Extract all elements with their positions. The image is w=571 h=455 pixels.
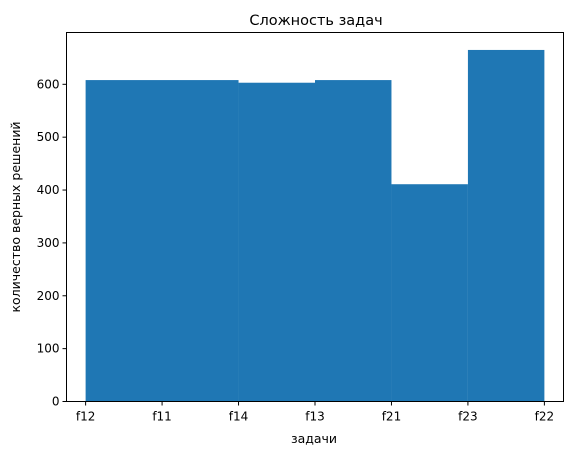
y-tick-label: 100 bbox=[37, 342, 60, 356]
y-tick-label: 0 bbox=[52, 395, 60, 409]
y-tick-label: 300 bbox=[37, 236, 60, 250]
y-axis-label: количество верных решений bbox=[8, 121, 23, 312]
x-axis-label: задачи bbox=[291, 431, 337, 446]
bar-4 bbox=[467, 49, 545, 402]
bar-1 bbox=[238, 82, 315, 402]
bar-3 bbox=[391, 184, 468, 402]
x-tick-label: f21 bbox=[382, 410, 402, 424]
x-tick-label: f13 bbox=[305, 410, 325, 424]
x-axis-ticks: f12 f11 f14 f13 f21 f23 f22 bbox=[76, 401, 555, 424]
y-tick-label: 600 bbox=[37, 77, 60, 91]
x-tick-label: f11 bbox=[152, 410, 172, 424]
y-axis-ticks: 0 100 200 300 400 500 600 bbox=[37, 77, 67, 409]
bars-group bbox=[85, 49, 545, 402]
y-tick-label: 400 bbox=[37, 183, 60, 197]
y-tick-label: 200 bbox=[37, 289, 60, 303]
x-tick-label: f22 bbox=[535, 410, 555, 424]
chart-title: Сложность задач bbox=[249, 13, 382, 29]
x-tick-label: f14 bbox=[229, 410, 249, 424]
plot-frame bbox=[66, 32, 564, 402]
bar-2 bbox=[315, 80, 392, 402]
x-tick-label: f12 bbox=[76, 410, 96, 424]
y-tick-label: 500 bbox=[37, 130, 60, 144]
bar-0 bbox=[85, 80, 239, 402]
x-tick-label: f23 bbox=[458, 410, 478, 424]
